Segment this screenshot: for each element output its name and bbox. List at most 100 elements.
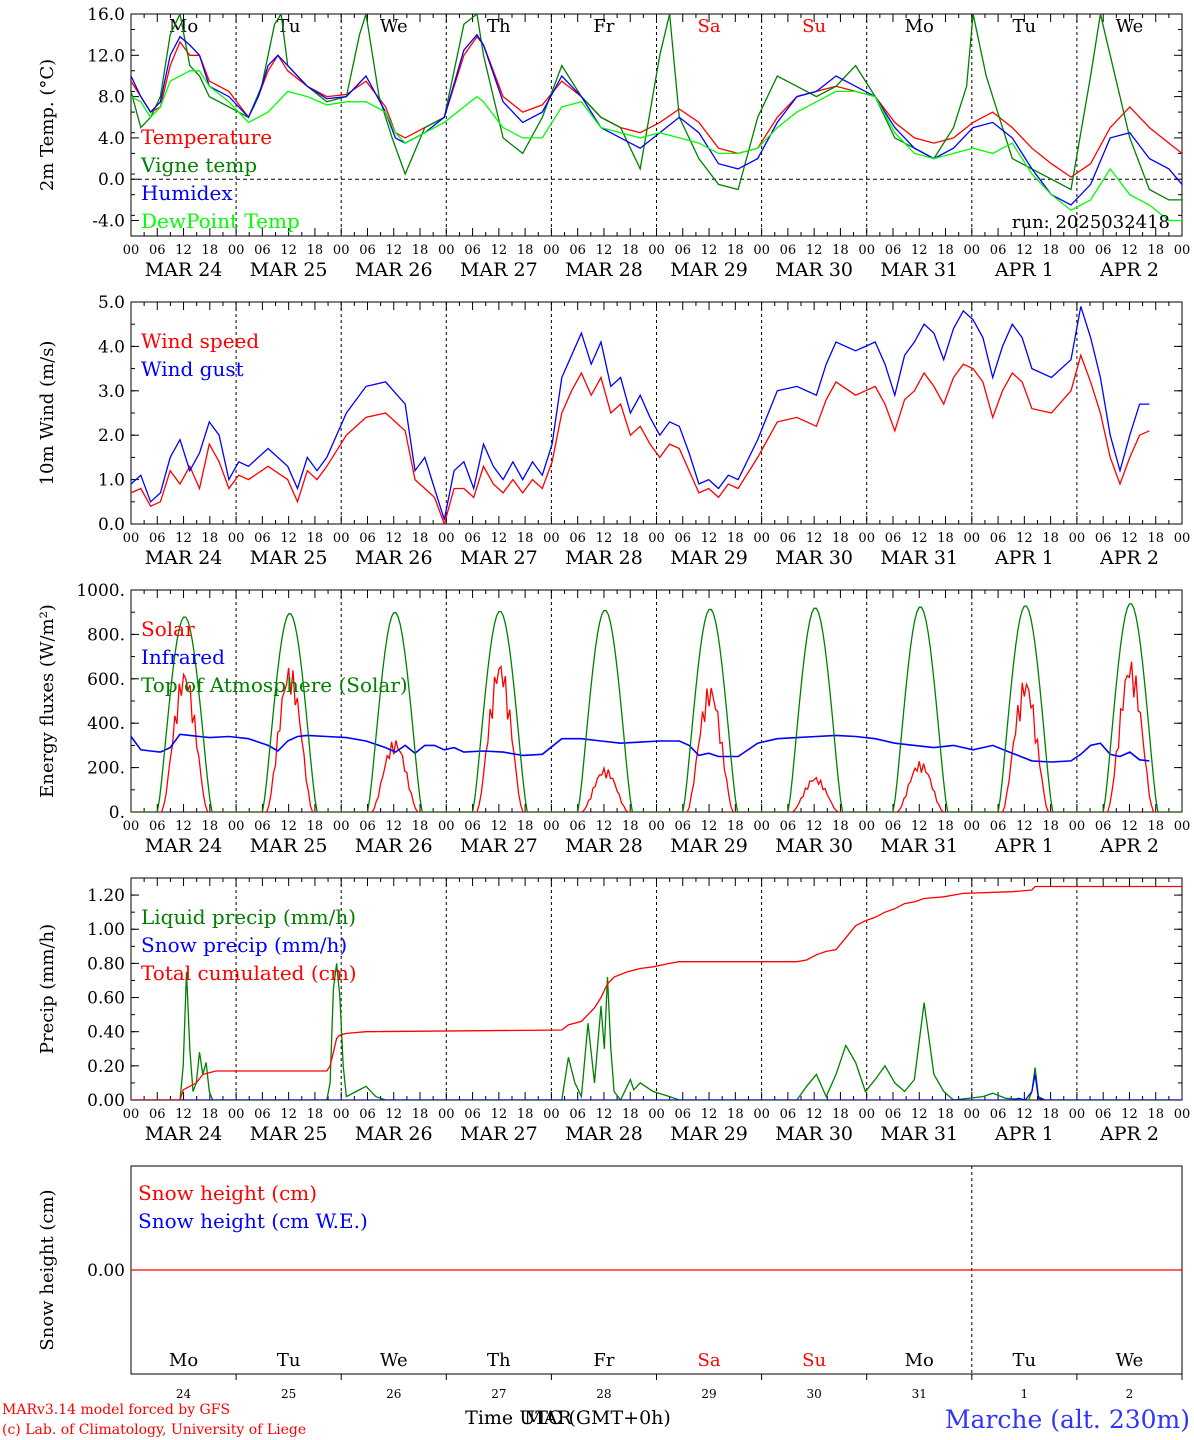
hour-tick-label: 06: [464, 819, 481, 834]
hour-tick-label: 18: [1042, 1107, 1059, 1122]
hour-tick-label: 00: [333, 819, 350, 834]
hour-tick-label: 00: [753, 243, 770, 258]
hour-tick-label: 18: [622, 243, 639, 258]
panels: 00 06 12 18 00 06 12 18 00 06 12 18 00 06 12 18 00 06 12 18…: [37, 5, 1190, 1401]
weekday-label: Su: [802, 1350, 826, 1371]
series-line-infrared: [131, 733, 1150, 763]
hour-tick-label: 12: [806, 243, 823, 258]
hour-tick-label: 18: [1147, 1107, 1164, 1122]
date-label: MAR 24: [145, 259, 223, 281]
station-label: Marche (alt. 230m): [945, 1405, 1190, 1434]
y-axis-label: Precip (mm/h): [37, 924, 58, 1054]
weekday-label: Sa: [698, 1350, 721, 1371]
hour-tick-label: 06: [780, 243, 797, 258]
hour-tick-label: 00: [858, 1107, 875, 1122]
hour-tick-label: 00: [543, 819, 560, 834]
hour-tick-label: 12: [1016, 243, 1033, 258]
hour-tick-label: 18: [517, 1107, 534, 1122]
weekday-label: Mo: [169, 1350, 198, 1371]
y-tick-label: 8.0: [98, 88, 125, 108]
hour-tick-label: 00: [1069, 243, 1086, 258]
hour-tick-label: 00: [1069, 531, 1086, 546]
hour-tick-label: 12: [806, 531, 823, 546]
date-label: MAR 28: [565, 259, 643, 281]
y-tick-label: 0.0: [98, 170, 125, 190]
hour-tick-label: 12: [1016, 819, 1033, 834]
hour-tick-label: 00: [543, 531, 560, 546]
hour-tick-label: 06: [464, 531, 481, 546]
hour-tick-label: 00: [964, 531, 981, 546]
weekday-label: Tu: [1013, 1350, 1037, 1371]
date-label: MAR 29: [670, 259, 748, 281]
date-label: MAR 29: [670, 547, 748, 569]
hour-tick-label: 18: [937, 531, 954, 546]
weekday-label: Su: [802, 16, 826, 37]
hour-tick-label: 00: [333, 1107, 350, 1122]
y-tick-label: 12.0: [87, 46, 125, 66]
weekday-label: Fr: [593, 1350, 614, 1371]
y-tick-label: 0.60: [87, 989, 125, 1009]
day-number-label: 2: [1126, 1387, 1134, 1401]
hour-tick-label: 06: [464, 243, 481, 258]
legend-entry: Snow height (cm W.E.): [138, 1209, 368, 1233]
hour-tick-label: 06: [569, 819, 586, 834]
date-label: MAR 25: [250, 1123, 328, 1145]
weekday-label: Mo: [905, 1350, 934, 1371]
hour-tick-label: 12: [596, 531, 613, 546]
hour-tick-label: 00: [228, 1107, 245, 1122]
hour-tick-label: 12: [701, 1107, 718, 1122]
credits-line-2: (c) Lab. of Climatology, University of L…: [2, 1422, 306, 1438]
hour-tick-label: 06: [1095, 1107, 1112, 1122]
hour-tick-label: 00: [333, 243, 350, 258]
day-number-label: 27: [491, 1387, 506, 1401]
y-tick-label: 800.: [87, 625, 125, 645]
y-tick-label: 400.: [87, 714, 125, 734]
legend-entry: Temperature: [141, 125, 272, 149]
hour-tick-label: 18: [622, 531, 639, 546]
y-tick-label: 0.: [109, 803, 125, 823]
weekday-label: Tu: [1013, 16, 1037, 37]
date-label: MAR 26: [355, 259, 433, 281]
hour-tick-label: 06: [675, 243, 692, 258]
date-label: APR 1: [994, 1123, 1054, 1145]
hour-tick-label: 06: [569, 531, 586, 546]
hour-tick-label: 06: [780, 531, 797, 546]
day-number-label: 28: [596, 1387, 611, 1401]
hour-tick-label: 00: [1174, 243, 1191, 258]
hour-tick-label: 18: [727, 531, 744, 546]
hour-tick-label: 12: [701, 819, 718, 834]
hour-tick-label: 00: [438, 243, 455, 258]
hour-tick-label: 00: [543, 243, 560, 258]
series-line-solar: [131, 661, 1182, 812]
hour-tick-label: 12: [491, 243, 508, 258]
hour-tick-label: 00: [753, 819, 770, 834]
hour-tick-label: 06: [254, 243, 271, 258]
hour-tick-label: 06: [780, 819, 797, 834]
hour-tick-label: 18: [937, 1107, 954, 1122]
series-line-wind-speed: [131, 353, 1150, 524]
hour-tick-label: 18: [412, 243, 429, 258]
weekday-label: Th: [487, 1350, 511, 1371]
hour-tick-label: 18: [412, 819, 429, 834]
hour-tick-label: 06: [885, 1107, 902, 1122]
y-tick-label: 4.0: [98, 337, 125, 357]
y-tick-label: 1.0: [98, 471, 125, 491]
hour-tick-label: 18: [1042, 243, 1059, 258]
run-label: run: 2025032418: [1012, 212, 1170, 233]
series-group: [131, 885, 1182, 1100]
hour-tick-label: 06: [780, 1107, 797, 1122]
y-tick-label: 200.: [87, 759, 125, 779]
hour-tick-label: 06: [675, 1107, 692, 1122]
hour-tick-label: 00: [1174, 1107, 1191, 1122]
hour-tick-label: 00: [123, 531, 140, 546]
legend-entry: Wind speed: [141, 329, 259, 353]
hour-tick-label: 12: [175, 819, 192, 834]
hour-tick-label: 00: [1174, 531, 1191, 546]
y-tick-label: 2.0: [98, 426, 125, 446]
hour-tick-label: 00: [964, 1107, 981, 1122]
hour-tick-label: 12: [280, 531, 297, 546]
day-number-label: 1: [1021, 1387, 1029, 1401]
panel-0: 00 06 12 18 00 06 12 18 00 06 12 18 00 06 12 18 00 06 12 18…: [37, 5, 1190, 281]
date-label: MAR 27: [460, 835, 538, 857]
hour-tick-label: 06: [359, 243, 376, 258]
